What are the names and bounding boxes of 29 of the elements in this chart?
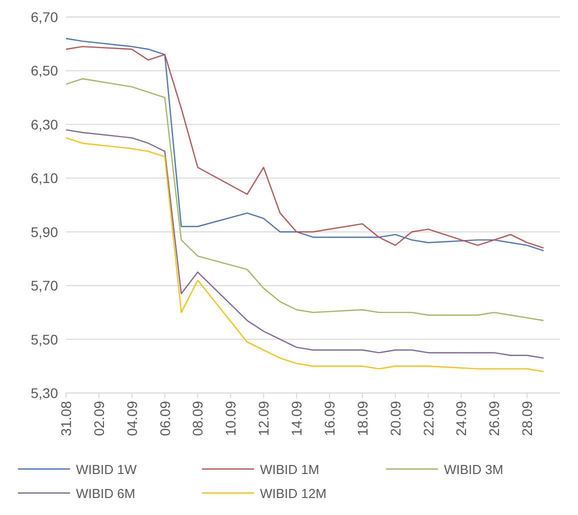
y-tick-label: 5,70 [30,278,58,294]
y-tick-label: 5,50 [30,331,58,348]
x-tick-label: 08.09 [190,400,206,436]
y-tick-label: 6,30 [30,116,58,132]
legend-label: WIBID 12M [260,486,326,501]
x-tick-label: 20.09 [387,400,404,436]
x-tick-label: 10.09 [222,400,239,436]
x-tick-label: 22.09 [420,400,436,436]
line-series [65,78,544,322]
y-tick-label: 6,50 [30,62,58,79]
x-tick-label: 31.08 [58,400,74,436]
y-tick-label: 5,90 [30,224,58,240]
x-tick-label: 26.09 [486,400,502,436]
legend-label: WIBID 1M [260,462,320,477]
y-tick-label: 5,30 [30,385,58,401]
y-tick-label: 6,70 [30,9,58,25]
legend-label: WIBID 3M [444,462,504,477]
x-tick-label: 24.09 [453,400,470,436]
x-tick-label: 06.09 [156,400,173,436]
legend-label: WIBID 1W [76,462,138,477]
legend-label: WIBID 6M [76,486,136,501]
x-tick-label: 02.09 [90,400,107,436]
x-tick-label: 14.09 [288,400,305,436]
x-tick-label: 04.09 [124,400,140,436]
x-tick-label: 12.09 [256,400,272,436]
x-tick-label: 16.09 [321,400,338,436]
x-tick-label: 28.09 [519,400,536,436]
y-tick-label: 6,10 [30,170,58,186]
x-tick-label: 18.09 [354,400,370,436]
